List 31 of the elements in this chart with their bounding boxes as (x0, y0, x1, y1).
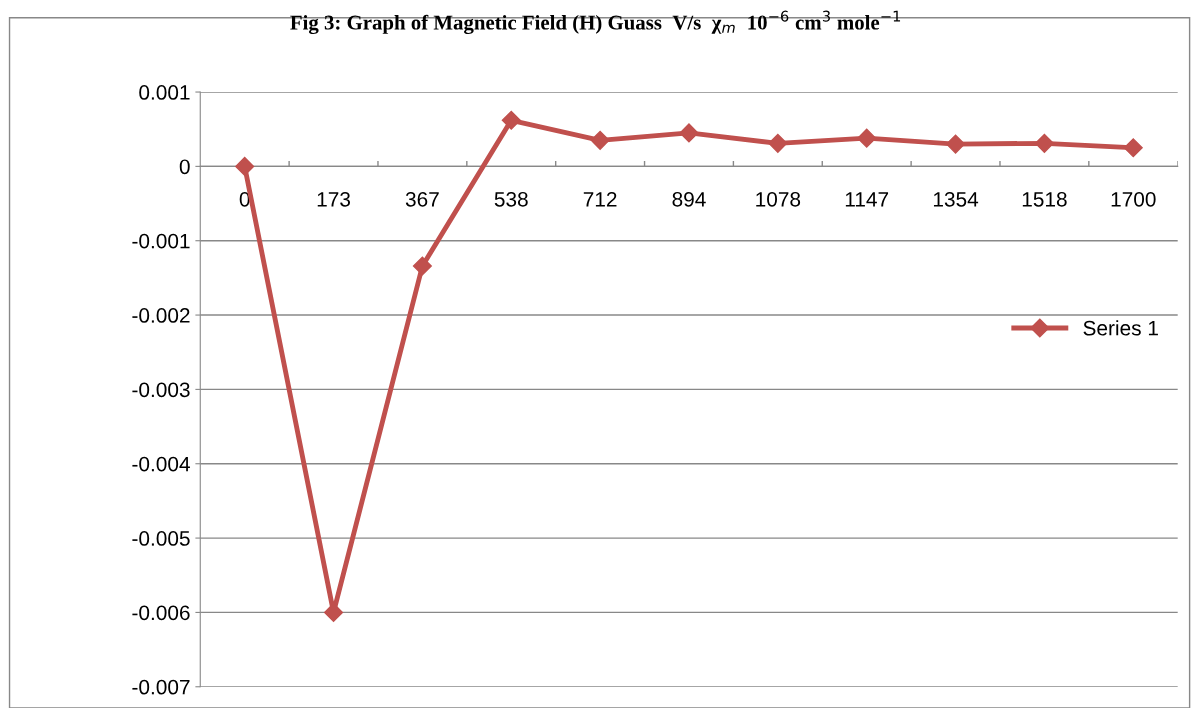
x-tick-label: 1354 (933, 191, 979, 207)
x-tick-label: 894 (672, 191, 706, 207)
y-tick-label: -0.006 (132, 605, 190, 621)
x-tick-label: 1147 (845, 192, 889, 207)
x-tick-label: 367 (405, 191, 439, 207)
y-tick-label: -0.001 (132, 233, 190, 249)
y-tick-label: -0.003 (132, 382, 190, 398)
point (412, 256, 432, 276)
y-tick-label: -0.002 (132, 308, 190, 323)
x-tick-label: 538 (494, 191, 528, 207)
point (235, 156, 255, 176)
point (768, 133, 788, 153)
point (1034, 133, 1054, 153)
chart-title: Fig 3: Graph of Magnetic Field (H) Guass V/s χ$_{m}$ 10$^{−6}$ cm$^{3}$ mole$^{−1}$ (290, 10, 901, 35)
point (946, 134, 966, 154)
y-tick-label: 0 (179, 159, 190, 175)
y-tick-label: -0.007 (132, 679, 190, 695)
x-tick-label: 173 (317, 191, 351, 207)
point (679, 123, 699, 143)
point (1123, 138, 1143, 158)
point (501, 110, 521, 130)
x-tick-label: 1700 (1111, 191, 1156, 207)
point (590, 130, 610, 150)
legend-label: Series 1 (1083, 320, 1158, 336)
x-tick-label: 1078 (756, 191, 801, 207)
y-tick-label: -0.005 (132, 531, 190, 546)
x-tick-label: 1518 (1022, 191, 1067, 207)
point (857, 128, 877, 148)
y-tick-label: 0.001 (139, 85, 190, 100)
y-tick-label: -0.004 (132, 456, 190, 472)
x-tick-label: 712 (583, 191, 617, 207)
